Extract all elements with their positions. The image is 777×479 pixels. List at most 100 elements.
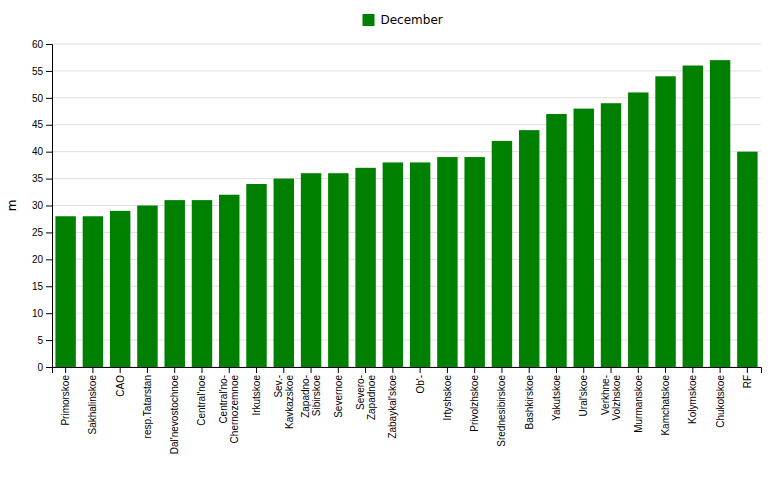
bar (737, 152, 757, 367)
x-tick-mark (120, 367, 121, 373)
y-tick-mark (46, 313, 52, 314)
x-tick-label: Bashkirskoe (524, 375, 535, 430)
x-tick: Zapadno-Sibirskoe (300, 367, 322, 418)
x-tick-mark (692, 367, 693, 373)
y-tick-label: 15 (32, 281, 44, 292)
x-tick-label-line: Sibirskoe (311, 375, 322, 417)
x-tick-label-line: Chukotskoe (715, 375, 726, 428)
bar (328, 173, 348, 367)
y-tick-mark (46, 44, 52, 45)
chart: Primorskoe Sakhalinskoe CAO resp.Tatarstan D… (0, 0, 777, 479)
x-tick-label: Ob'- (415, 375, 426, 394)
x-tick-label-line: Irtyshskoe (442, 375, 453, 421)
y-tick-label: 30 (32, 200, 44, 211)
x-tick-label-line: CAO (115, 375, 126, 397)
x-tick-mark (720, 367, 721, 373)
x-tick-label: Primorskoe (60, 375, 71, 426)
y-tick-label: 55 (32, 66, 44, 77)
bar (192, 200, 212, 367)
y-tick-mark (46, 259, 52, 260)
y-tick-mark (46, 179, 52, 180)
y-tick-label: 20 (32, 254, 44, 265)
y-tick-mark (46, 340, 52, 341)
y-tick-label: 10 (32, 308, 44, 319)
x-tick-mark (338, 367, 339, 373)
y-tick-mark (46, 232, 52, 233)
y-tick-mark (46, 206, 52, 207)
x-tick-mark (474, 367, 475, 373)
x-tick-mark (611, 367, 612, 373)
x-tick: Chukotskoe (715, 367, 726, 428)
legend-label: December (381, 13, 443, 27)
x-tick: Sakhalinskoe (87, 367, 98, 434)
y-tick: 25 (32, 227, 52, 238)
x-tick: Primorskoe (60, 367, 71, 426)
x-tick: Privolzhskoe (469, 367, 480, 432)
x-tick-label-line: Zabaykal'skoe (387, 375, 398, 439)
y-tick: 50 (32, 93, 52, 104)
bar (164, 200, 184, 367)
x-tick-mark (556, 367, 557, 373)
x-tick-label-line: Zapadno- (300, 375, 311, 418)
bar (546, 114, 566, 367)
x-tick-label: Srednesibirskoe (496, 375, 507, 447)
grid-line (52, 313, 761, 314)
legend-swatch (363, 14, 375, 26)
x-tick-label-line: Severnoe (333, 375, 344, 418)
x-tick-label-line: Ob'- (415, 375, 426, 394)
y-tick: 15 (32, 281, 52, 292)
x-tick: CAO (115, 367, 126, 397)
bar (110, 211, 130, 367)
y-tick-mark (46, 152, 52, 153)
grid-line (52, 232, 761, 233)
x-tick: Severo-Zapadnoe (355, 367, 377, 420)
x-tick-label-line: Zapadnoe (366, 375, 377, 420)
x-tick-mark (392, 367, 393, 373)
x-tick-label-line: Central'noe (196, 375, 207, 426)
y-tick-mark (46, 71, 52, 72)
x-tick-label: Zabaykal'skoe (387, 375, 398, 439)
x-tick-mark (256, 367, 257, 373)
y-tick: 0 (37, 362, 52, 373)
grid (52, 44, 761, 367)
x-tick-label: Sev.-Kavkazskoe (273, 375, 295, 429)
grid-line (52, 340, 761, 341)
x-tick-label-line: Sakhalinskoe (87, 375, 98, 435)
grid-line (52, 286, 761, 287)
y-tick: 30 (32, 200, 52, 211)
x-tick-mark (665, 367, 666, 373)
bar (55, 216, 75, 367)
y-tick-label: 50 (32, 93, 44, 104)
y-tick: 10 (32, 308, 52, 319)
y-tick-label: 40 (32, 146, 44, 157)
bar (301, 173, 321, 367)
x-tick-label-line: RF (742, 375, 753, 388)
x-tick-mark (92, 367, 93, 373)
x-tick-mark (311, 367, 312, 373)
x-axis-line (53, 368, 762, 374)
bar (683, 66, 703, 367)
y-tick: 55 (32, 66, 52, 77)
bar (137, 206, 157, 368)
legend: December (363, 13, 443, 27)
x-tick-label-line: Kolymskoe (687, 375, 698, 424)
x-tick-label: Zapadno-Sibirskoe (300, 375, 322, 418)
bar (628, 92, 648, 367)
x-tick-label: Chukotskoe (715, 375, 726, 428)
x-tick-label-line: Central'no- (218, 375, 229, 424)
x-tick-label: RF (742, 375, 753, 388)
x-tick: Central'no-Chernozemnoe (218, 367, 240, 443)
x-tick-label: Severnoe (333, 375, 344, 418)
x-tick: Zabaykal'skoe (387, 367, 398, 439)
x-tick-label-line: Volzhskoe (611, 375, 622, 421)
grid-line (52, 151, 761, 152)
x-tick-label-line: Yakutskoe (551, 375, 562, 421)
x-tick-label-line: Privolzhskoe (469, 375, 480, 432)
bar (519, 130, 539, 367)
x-tick-label-line: Kamchatskoe (660, 375, 671, 436)
y-tick-mark (46, 125, 52, 126)
x-tick-label: resp.Tatarstan (142, 375, 153, 438)
grid-line (52, 178, 761, 179)
x-tick-label: Severo-Zapadnoe (355, 375, 377, 420)
x-tick: Srednesibirskoe (496, 367, 507, 447)
